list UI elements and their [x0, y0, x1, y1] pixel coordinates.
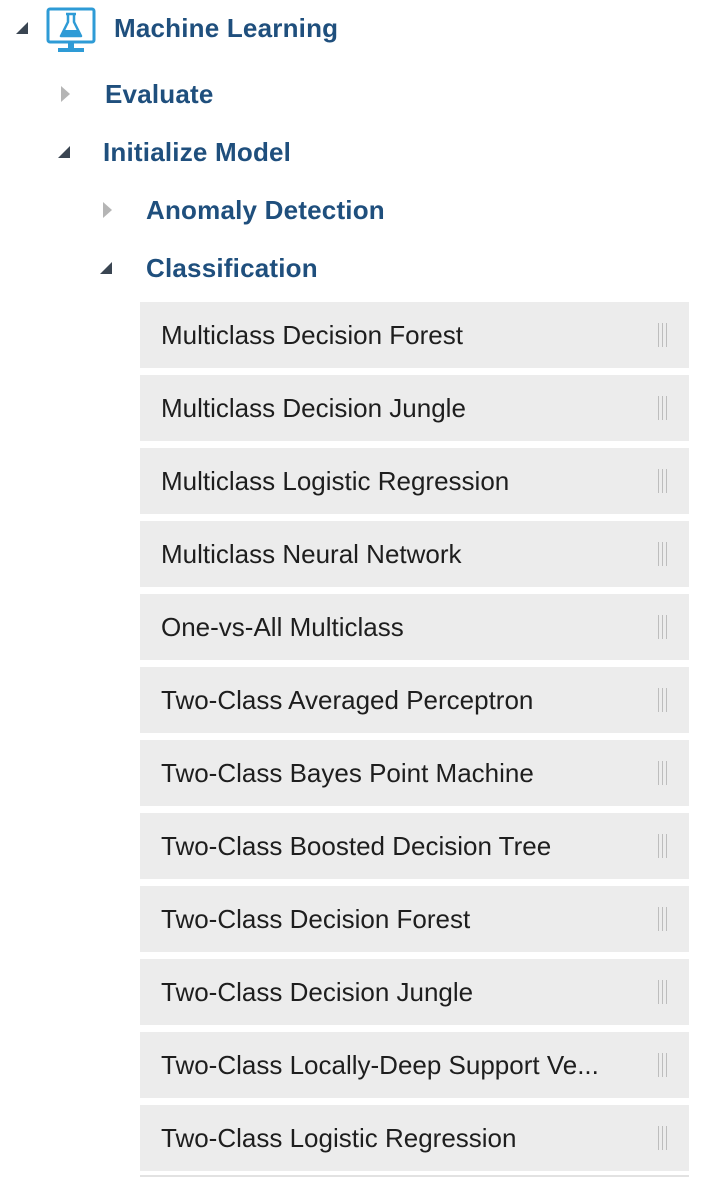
caret-expanded-icon[interactable] [58, 146, 70, 158]
tree-node-label: Initialize Model [103, 136, 292, 167]
module-label: Multiclass Neural Network [161, 538, 462, 569]
module-item-multiclass-decision-forest[interactable]: Multiclass Decision Forest [140, 302, 689, 368]
module-item-multiclass-decision-jungle[interactable]: Multiclass Decision Jungle [140, 375, 689, 441]
drag-handle-icon[interactable] [658, 542, 667, 566]
module-label: Multiclass Logistic Regression [161, 465, 510, 496]
tree-node-evaluate[interactable]: Evaluate [61, 74, 214, 114]
module-label: Two-Class Logistic Regression [161, 1122, 517, 1153]
module-item-two-class-boosted-decision-tree[interactable]: Two-Class Boosted Decision Tree [140, 813, 689, 879]
drag-handle-icon[interactable] [658, 980, 667, 1004]
module-item-two-class-decision-forest[interactable]: Two-Class Decision Forest [140, 886, 689, 952]
module-label: One-vs-All Multiclass [161, 611, 404, 642]
module-item-multiclass-neural-network[interactable]: Multiclass Neural Network [140, 521, 689, 587]
module-item-two-class-decision-jungle[interactable]: Two-Class Decision Jungle [140, 959, 689, 1025]
module-label: Two-Class Boosted Decision Tree [161, 830, 552, 861]
module-label: Two-Class Locally-Deep Support Ve... [161, 1049, 599, 1080]
caret-collapsed-icon[interactable] [61, 86, 70, 102]
drag-handle-icon[interactable] [658, 323, 667, 347]
tree-node-label: Evaluate [105, 78, 214, 109]
drag-handle-icon[interactable] [658, 907, 667, 931]
module-item-two-class-locally-deep-support-vector-machine[interactable]: Two-Class Locally-Deep Support Ve... [140, 1032, 689, 1098]
module-item-two-class-logistic-regression[interactable]: Two-Class Logistic Regression [140, 1105, 689, 1171]
tree-node-machine-learning[interactable]: Machine Learning [16, 8, 338, 48]
drag-handle-icon[interactable] [658, 761, 667, 785]
tree-node-label: Anomaly Detection [146, 194, 385, 225]
tree-node-classification[interactable]: Classification [100, 248, 318, 288]
tree-node-anomaly-detection[interactable]: Anomaly Detection [103, 190, 385, 230]
tree-node-label: Machine Learning [114, 12, 339, 43]
tree-node-label: Classification [146, 252, 318, 283]
module-label: Two-Class Decision Jungle [161, 976, 474, 1007]
caret-expanded-icon[interactable] [16, 22, 28, 34]
drag-handle-icon[interactable] [658, 469, 667, 493]
drag-handle-icon[interactable] [658, 396, 667, 420]
caret-collapsed-icon[interactable] [103, 202, 112, 218]
drag-handle-icon[interactable] [658, 1126, 667, 1150]
caret-expanded-icon[interactable] [100, 262, 112, 274]
module-label: Two-Class Bayes Point Machine [161, 757, 534, 788]
drag-handle-icon[interactable] [658, 1053, 667, 1077]
flask-monitor-icon [46, 7, 96, 52]
module-item-one-vs-all-multiclass[interactable]: One-vs-All Multiclass [140, 594, 689, 660]
drag-handle-icon[interactable] [658, 688, 667, 712]
module-label: Multiclass Decision Jungle [161, 392, 466, 423]
module-item-two-class-averaged-perceptron[interactable]: Two-Class Averaged Perceptron [140, 667, 689, 733]
drag-handle-icon[interactable] [658, 834, 667, 858]
module-item-two-class-bayes-point-machine[interactable]: Two-Class Bayes Point Machine [140, 740, 689, 806]
list-bottom-divider [140, 1175, 689, 1177]
tree-node-initialize-model[interactable]: Initialize Model [58, 132, 291, 172]
drag-handle-icon[interactable] [658, 615, 667, 639]
module-label: Two-Class Averaged Perceptron [161, 684, 534, 715]
module-label: Multiclass Decision Forest [161, 319, 463, 350]
module-list: Multiclass Decision Forest Multiclass De… [140, 302, 689, 1178]
module-item-multiclass-logistic-regression[interactable]: Multiclass Logistic Regression [140, 448, 689, 514]
module-label: Two-Class Decision Forest [161, 903, 471, 934]
